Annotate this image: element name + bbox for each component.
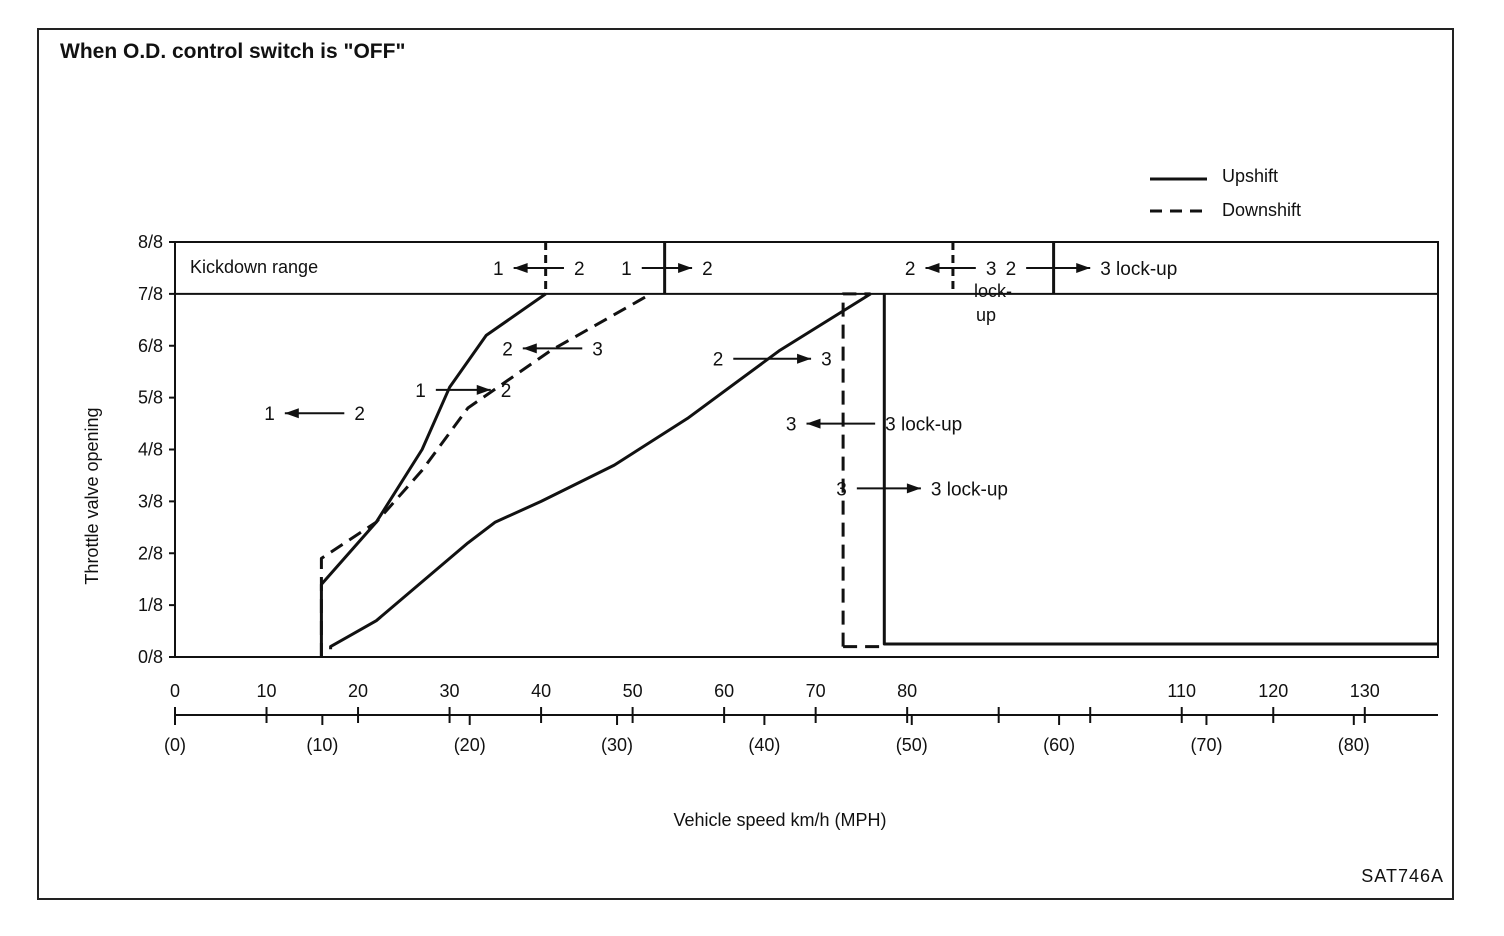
legend-downshift-label: Downshift: [1222, 200, 1301, 220]
y-tick-label: 0/8: [138, 647, 163, 667]
annotation-to-label: 2: [501, 381, 512, 402]
y-tick-label: 7/8: [138, 284, 163, 304]
page-title: When O.D. control switch is "OFF": [60, 40, 406, 63]
x-tick-label-mph: (0): [164, 735, 186, 755]
x-tick-label-kmh: 60: [714, 681, 734, 701]
x-tick-label-mph: (10): [306, 735, 338, 755]
annotation-from-label: 1: [621, 259, 632, 280]
shift-curve-3-3-lock-up: [841, 292, 871, 647]
annotation-to-label: 3 lock-up: [885, 415, 962, 436]
annotation-arrowhead: [797, 353, 812, 364]
annotation-from-label: 3: [786, 415, 797, 436]
annotation-from-label: 2: [713, 350, 724, 371]
y-tick-label: 8/8: [138, 232, 163, 252]
annotation-from-label: 1: [493, 259, 504, 280]
y-tick-label: 6/8: [138, 336, 163, 356]
shift-curve-2-3: [329, 292, 872, 650]
x-tick-label-kmh: 20: [348, 681, 368, 701]
legend-upshift-label: Upshift: [1222, 166, 1278, 186]
y-tick-label: 2/8: [138, 543, 163, 563]
annotation-arrowhead: [925, 262, 940, 273]
x-tick-label-mph: (30): [601, 735, 633, 755]
shift-curve-1-2: [319, 292, 652, 657]
x-tick-label-mph: (70): [1190, 735, 1222, 755]
annotation-from-label: 2: [905, 259, 916, 280]
annotation-arrowhead: [806, 418, 821, 429]
x-tick-label-kmh: 10: [257, 681, 277, 701]
figure-frame: [37, 28, 1454, 900]
x-tick-label-kmh: 40: [531, 681, 551, 701]
annotation-arrowhead: [1076, 262, 1091, 273]
x-tick-label-kmh: 30: [440, 681, 460, 701]
y-axis-label: Throttle valve opening: [82, 407, 102, 584]
annotation-to-label: 3 lock-up: [931, 479, 1008, 500]
x-axis-label: Vehicle speed km/h (MPH): [673, 810, 886, 830]
x-tick-label-kmh: 120: [1258, 681, 1288, 701]
annotation-from-label: 1: [415, 381, 426, 402]
annotation-to-label: 3: [592, 339, 603, 360]
annotation-to-label: 3: [821, 350, 832, 371]
annotation-to-label: 3 lock-up: [1100, 259, 1177, 280]
x-tick-label-kmh: 70: [806, 681, 826, 701]
lock-up-text-1: lock-: [974, 281, 1012, 301]
annotation-from-label: 2: [1006, 259, 1017, 280]
shift-curve-3-3-lock-up: [882, 293, 1438, 646]
annotation-to-label: 2: [354, 404, 365, 425]
x-tick-label-kmh: 110: [1167, 681, 1196, 701]
plot-area: [174, 241, 1439, 658]
annotation-arrowhead: [906, 483, 921, 494]
figure-code: SAT746A: [1361, 866, 1444, 886]
annotation-arrowhead: [476, 384, 491, 395]
annotation-from-label: 2: [502, 339, 513, 360]
x-tick-label-kmh: 50: [623, 681, 643, 701]
x-tick-label-mph: (20): [454, 735, 486, 755]
x-tick-label-mph: (50): [896, 735, 928, 755]
annotation-to-label: 2: [574, 259, 585, 280]
lock-up-text-2: up: [976, 305, 996, 325]
y-tick-label: 4/8: [138, 440, 163, 460]
annotation-from-label: 1: [264, 404, 275, 425]
y-tick-label: 3/8: [138, 491, 163, 511]
y-tick-label: 1/8: [138, 595, 163, 615]
annotation-from-label: 3: [836, 479, 847, 500]
annotation-arrowhead: [678, 262, 693, 273]
x-tick-label-mph: (80): [1338, 735, 1370, 755]
annotation-to-label: 2: [702, 259, 713, 280]
x-tick-label-kmh: 0: [170, 681, 180, 701]
legend: Upshift Downshift: [1150, 166, 1301, 220]
y-tick-label: 5/8: [138, 388, 163, 408]
x-tick-label-mph: (60): [1043, 735, 1075, 755]
kickdown-range-label: Kickdown range: [190, 257, 318, 277]
annotation-arrowhead: [284, 408, 299, 419]
x-tick-label-kmh: 80: [897, 681, 917, 701]
annotation-arrowhead: [522, 343, 537, 354]
x-tick-label-mph: (40): [748, 735, 780, 755]
x-tick-label-kmh: 130: [1350, 681, 1380, 701]
annotation-arrowhead: [513, 262, 528, 273]
annotation-to-label: 3: [986, 259, 997, 280]
